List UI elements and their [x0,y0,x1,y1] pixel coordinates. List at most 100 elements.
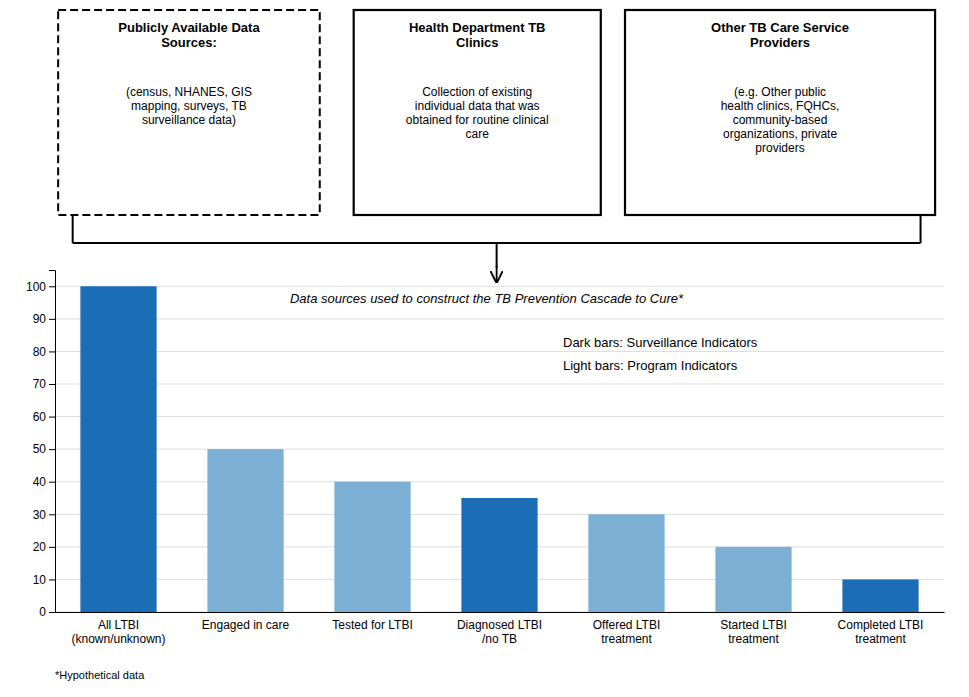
x-tick: Tested for LTBI [332,612,412,632]
grid-line [55,318,944,319]
footnote: *Hypothetical data [55,669,145,681]
text-line: Sources: [161,35,217,50]
box-body: Collection of existingindividual data th… [406,85,549,141]
y-tick-mark [49,319,55,320]
text-line: Collection of existing [422,85,532,99]
bracket [73,215,921,282]
y-tick: 40 [33,475,55,489]
box-title: Health Department TBClinics [409,20,546,50]
text-line: surveillance data) [142,113,236,127]
x-axis-line [56,612,945,613]
x-axis: All LTBI(known/unknown) Engaged in care Te… [56,612,945,646]
bar [842,579,918,612]
box: Publicly Available DataSources: (census, … [58,10,320,215]
y-tick-mark [49,449,55,450]
bracket-line [496,243,498,268]
legend-note: Light bars: Program Indicators [563,358,738,373]
y-tick: 60 [33,410,55,424]
text-line: providers [755,141,804,155]
grid [55,286,944,612]
y-tick-mark [49,384,55,385]
text-line: All LTBI [98,618,139,632]
grid-line [55,384,944,385]
x-tick-label: All LTBI(known/unknown) [71,618,165,646]
bar [715,547,791,612]
text-line: Health Department TB [409,20,546,35]
text-line: health clinics, FQHCs, [721,99,840,113]
text-line: community-based [733,113,828,127]
text-line: Providers [750,35,810,50]
x-tick: Diagnosed LTBI/no TB [457,612,542,646]
text-line: Tested for LTBI [332,618,412,632]
grid-line [55,481,944,482]
box-frame [625,10,935,215]
grid-line [55,449,944,450]
y-tick: 0 [39,605,55,619]
y-tick-label: 30 [33,508,47,522]
y-tick: 100 [26,280,55,294]
text-line: Other TB Care Service [711,20,849,35]
chart: Publicly Available DataSources: (census, … [0,0,969,697]
bar [334,482,410,612]
x-tick-label: Tested for LTBI [332,618,412,632]
y-tick: 50 [33,442,55,456]
text-line: treatment [855,632,906,646]
x-tick-label: Completed LTBItreatment [838,618,924,646]
grid-line [55,416,944,417]
y-tick-label: 90 [33,312,47,326]
text-line: organizations, private [723,127,837,141]
bar [80,286,156,612]
y-tick: 30 [33,508,55,522]
text-line: (e.g. Other public [734,85,826,99]
y-tick: 10 [33,573,55,587]
text-line: (census, NHANES, GIS [126,85,252,99]
annotation: Data sources used to construct the TB Pr… [290,291,684,306]
text-line: Offered LTBI [593,618,661,632]
y-tick-label: 60 [33,410,47,424]
x-tick: Engaged in care [202,612,290,632]
text-line: mapping, surveys, TB [131,99,247,113]
text-line: Publicly Available Data [118,20,260,35]
text-line: Engaged in care [202,618,290,632]
text-line: treatment [601,632,652,646]
text-line: treatment [728,632,779,646]
y-tick-label: 0 [39,605,46,619]
y-tick-mark [49,612,55,613]
y-axis-line [49,271,56,613]
box: Health Department TBClinics Collection of… [354,10,601,215]
bar [588,514,664,612]
bar [461,498,537,612]
box-title: Publicly Available DataSources: [118,20,260,50]
y-tick-label: 40 [33,475,47,489]
y-tick-mark [49,514,55,515]
grid-line [55,351,944,352]
bar [207,449,283,612]
bars [80,286,918,612]
y-tick-label: 50 [33,442,47,456]
y-tick: 80 [33,345,55,359]
text-line: obtained for routine clinical [406,113,549,127]
y-tick: 70 [33,377,55,391]
box-body: (e.g. Other publichealth clinics, FQHCs,… [721,85,840,155]
x-tick-label: Started LTBItreatment [720,618,786,646]
x-tick-label: Diagnosed LTBI/no TB [457,618,542,646]
text-line: care [466,127,490,141]
box-body: (census, NHANES, GISmapping, surveys, TB… [126,85,252,127]
box-frame [58,10,320,215]
bracket-line [920,215,922,243]
y-tick-label: 20 [33,540,47,554]
y-tick: 90 [33,312,55,326]
y-tick-label: 70 [33,377,47,391]
y-tick-mark [49,579,55,580]
box-title: Other TB Care ServiceProviders [711,20,849,50]
box-frame [354,10,601,215]
x-tick: All LTBI(known/unknown) [71,612,165,646]
text-line: (known/unknown) [71,632,165,646]
y-tick-label: 80 [33,345,47,359]
y-tick-label: 10 [33,573,47,587]
y-tick-mark [49,417,55,418]
text-line: /no TB [482,632,517,646]
y-tick-mark [49,547,55,548]
legend-note: Dark bars: Surveillance Indicators [563,335,758,350]
bracket-line [72,215,74,243]
